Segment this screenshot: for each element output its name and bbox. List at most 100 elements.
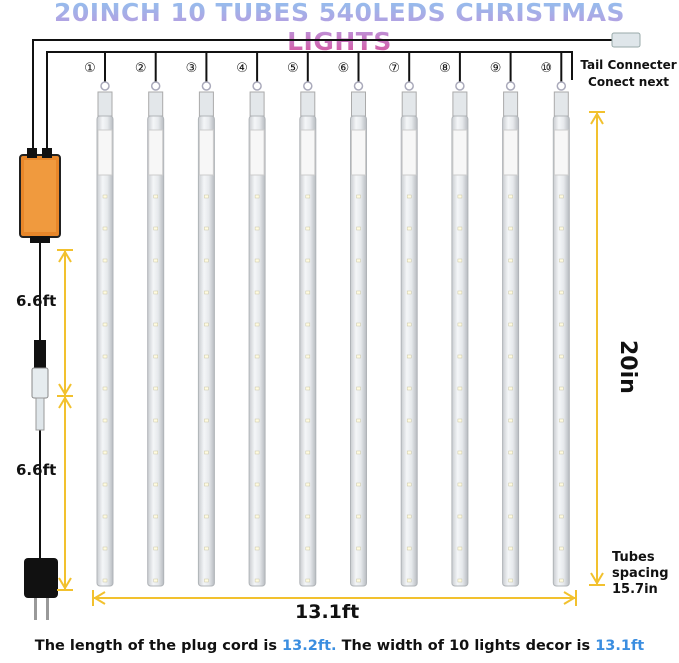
led-dot: [254, 450, 260, 455]
power-adapter-icon: [19, 148, 61, 243]
decor-width-value: 13.1ft: [595, 638, 645, 654]
led-dot: [153, 226, 158, 231]
led-dot: [153, 194, 158, 199]
total-width-label: 13.1ft: [295, 601, 360, 623]
led-dot: [356, 322, 361, 327]
led-dot: [204, 354, 209, 359]
led-dot: [559, 322, 564, 327]
tube-number: ⑧: [439, 61, 451, 76]
led-dot: [559, 226, 564, 231]
led-dot: [508, 194, 513, 199]
led-dot: [102, 546, 108, 551]
led-dot: [508, 482, 513, 487]
led-dot: [508, 226, 513, 231]
led-dot: [559, 354, 564, 359]
tube-number: ④: [236, 61, 248, 76]
led-dot: [102, 226, 108, 231]
led-dot: [559, 258, 564, 263]
led-tube: [197, 52, 215, 587]
led-tube: [552, 52, 570, 587]
led-dot: [457, 514, 463, 519]
led-dot: [204, 194, 209, 199]
led-dot: [153, 450, 158, 455]
tube-number: ③: [185, 61, 198, 76]
led-dot: [204, 418, 209, 423]
product-title: 20INCH 10 TUBES 540LEDS CHRISTMAS LIGHTS: [0, 0, 679, 56]
led-dot: [406, 578, 412, 583]
led-dot: [254, 290, 260, 295]
led-dot: [559, 386, 564, 391]
led-dot: [457, 258, 463, 263]
led-dot: [457, 226, 463, 231]
led-dot: [305, 226, 311, 231]
tube-length-label: 20in: [615, 340, 640, 394]
led-dot: [204, 482, 209, 487]
led-dot: [153, 418, 158, 423]
led-dot: [457, 578, 463, 583]
led-dot: [559, 450, 564, 455]
tube-number: ⑥: [337, 61, 350, 76]
tail-connector-line1: Tail Connecter: [580, 58, 677, 72]
led-dot: [356, 386, 361, 391]
led-dot: [102, 450, 108, 455]
led-dot: [356, 226, 361, 231]
outer-wire: [32, 39, 612, 150]
led-tube: [400, 52, 418, 587]
tube-number: ⑨: [489, 61, 502, 76]
led-dot: [254, 322, 260, 327]
cord-length-value: 13.2ft.: [282, 638, 337, 654]
led-dot: [406, 418, 412, 423]
led-dot: [204, 386, 209, 391]
led-dot: [254, 418, 260, 423]
tube-length-dimension-line: [589, 111, 605, 586]
led-dot: [559, 514, 564, 519]
led-dot: [406, 482, 412, 487]
led-dot: [406, 514, 412, 519]
led-dot: [305, 386, 311, 391]
footer-text-1: The length of the plug cord is: [34, 638, 283, 654]
led-dot: [457, 290, 463, 295]
tube-number: ①: [84, 61, 96, 76]
led-dot: [406, 386, 412, 391]
led-dot: [356, 194, 361, 199]
led-dot: [305, 258, 311, 263]
led-dot: [204, 514, 209, 519]
led-dot: [305, 546, 311, 551]
led-dot: [153, 290, 158, 295]
footer-text-2: The width of 10 lights decor is: [336, 638, 596, 654]
led-dot: [254, 354, 260, 359]
led-dot: [356, 290, 361, 295]
tube-number: ⑤: [286, 61, 299, 76]
led-dot: [305, 194, 311, 199]
led-dot: [102, 290, 108, 295]
led-dot: [559, 418, 564, 423]
led-dot: [406, 258, 412, 263]
led-dot: [406, 450, 412, 455]
led-dot: [102, 194, 108, 199]
led-dot: [153, 322, 158, 327]
tube-number: ⑩: [540, 61, 553, 76]
width-dimension-line: [92, 590, 577, 606]
led-dot: [153, 386, 158, 391]
led-dot: [508, 258, 513, 263]
led-tube: [96, 52, 114, 587]
led-dot: [305, 354, 311, 359]
led-dot: [508, 514, 513, 519]
footer-caption: The length of the plug cord is 13.2ft. T…: [0, 638, 679, 654]
led-dot: [559, 290, 564, 295]
led-tube: [248, 52, 266, 587]
led-tube: [147, 52, 165, 587]
led-dot: [204, 290, 209, 295]
led-dot: [356, 578, 361, 583]
led-dot: [254, 514, 260, 519]
led-dot: [102, 418, 108, 423]
led-dot: [356, 482, 361, 487]
led-dot: [508, 578, 513, 583]
led-dot: [508, 290, 513, 295]
inline-connector-icon: [31, 340, 49, 431]
led-dot: [356, 546, 361, 551]
led-tube: [350, 52, 367, 587]
led-dot: [457, 194, 463, 199]
